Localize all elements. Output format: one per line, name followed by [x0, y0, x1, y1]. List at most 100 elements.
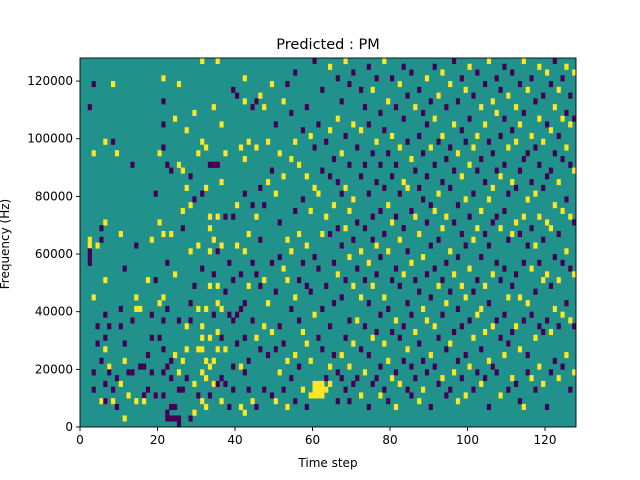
heatmap-cell	[514, 184, 519, 191]
heatmap-cell	[436, 92, 441, 99]
heatmap-cell	[486, 58, 492, 65]
heatmap-cell	[444, 300, 449, 307]
heatmap-cell	[467, 63, 472, 70]
heatmap-cell	[103, 277, 108, 284]
heatmap-cell	[467, 265, 472, 272]
heatmap-cell	[475, 69, 480, 76]
heatmap-cell	[490, 271, 495, 278]
heatmap-cell	[130, 317, 135, 324]
heatmap-cell	[417, 230, 422, 238]
heatmap-cell	[200, 369, 205, 376]
heatmap-cell	[370, 86, 375, 93]
heatmap-cell	[161, 144, 166, 151]
heatmap-cell	[242, 98, 247, 105]
heatmap-cell	[545, 219, 550, 226]
heatmap-cell	[285, 403, 290, 411]
heatmap-cell	[200, 138, 205, 145]
heatmap-cell	[308, 132, 313, 140]
heatmap-cell	[452, 328, 457, 336]
heatmap-cell	[397, 236, 402, 243]
heatmap-cell	[122, 265, 127, 272]
heatmap-cell	[502, 115, 507, 122]
heatmap-cell	[328, 363, 333, 370]
heatmap-cell	[343, 386, 348, 393]
heatmap-cell	[545, 271, 550, 278]
heatmap-cell	[467, 213, 472, 220]
heatmap-cell	[153, 392, 158, 399]
heatmap-cell	[459, 75, 464, 82]
heatmap-cell	[390, 173, 395, 180]
heatmap-cell	[552, 357, 557, 364]
heatmap-cell	[498, 225, 503, 232]
heatmap-cell	[180, 386, 185, 393]
heatmap-cell	[134, 305, 139, 312]
heatmap-cell	[211, 311, 216, 318]
heatmap-cell	[424, 271, 430, 278]
heatmap-cell	[366, 352, 371, 359]
heatmap-cell	[161, 98, 166, 105]
heatmap-cell	[227, 259, 232, 266]
heatmap-cell	[238, 403, 244, 411]
y-tick-label: 40000	[35, 305, 73, 319]
heatmap-cell	[355, 265, 360, 272]
heatmap-cell	[548, 282, 554, 289]
heatmap-cell	[424, 173, 430, 180]
heatmap-cell	[397, 144, 402, 151]
heatmap-cell	[134, 242, 139, 249]
heatmap-cell	[529, 375, 534, 382]
heatmap-cell	[161, 230, 166, 238]
heatmap-cell	[339, 150, 344, 157]
heatmap-cell	[529, 179, 534, 186]
heatmap-cell	[207, 213, 213, 220]
heatmap-cell	[297, 363, 302, 370]
heatmap-cell	[359, 248, 364, 255]
heatmap-cell	[378, 254, 383, 261]
heatmap-cell	[161, 346, 166, 353]
heatmap-cell	[548, 127, 554, 134]
heatmap-cell	[390, 375, 395, 382]
heatmap-cell	[537, 323, 542, 330]
heatmap-cell	[486, 357, 492, 364]
heatmap-cell	[467, 363, 472, 370]
heatmap-cell	[521, 109, 526, 116]
heatmap-cell	[223, 150, 228, 157]
heatmap-cell	[103, 398, 108, 405]
heatmap-cell	[436, 190, 441, 197]
heatmap-cell	[502, 311, 507, 318]
heatmap-cell	[176, 81, 182, 88]
heatmap-cell	[273, 346, 278, 353]
heatmap-cell	[343, 132, 348, 140]
heatmap-cell	[409, 156, 414, 163]
heatmap-cell	[142, 392, 147, 399]
heatmap-cell	[196, 346, 201, 353]
heatmap-cell	[335, 271, 340, 278]
heatmap-cell	[347, 254, 352, 261]
heatmap-cell	[328, 230, 333, 238]
heatmap-cell	[397, 81, 402, 88]
heatmap-cell	[382, 230, 387, 238]
heatmap-cell	[258, 184, 263, 191]
heatmap-cell	[393, 265, 399, 272]
heatmap-cell	[169, 415, 174, 422]
heatmap-cell	[153, 277, 158, 284]
heatmap-cell	[552, 150, 557, 157]
heatmap-cell	[273, 398, 278, 405]
heatmap-cell	[548, 225, 554, 232]
heatmap-cell	[517, 230, 523, 238]
heatmap-cell	[161, 317, 166, 324]
heatmap-cell	[459, 282, 464, 289]
heatmap-cell	[335, 369, 340, 376]
heatmap-cell	[351, 236, 356, 243]
heatmap-cell	[552, 305, 557, 312]
heatmap-cell	[343, 334, 348, 341]
heatmap-cell	[192, 109, 197, 116]
heatmap-cell	[180, 167, 185, 174]
heatmap-cell	[107, 369, 112, 376]
heatmap-cell	[382, 294, 387, 301]
heatmap-cell	[390, 219, 395, 226]
heatmap-cell	[300, 328, 306, 336]
heatmap-cell	[87, 104, 92, 111]
heatmap-cell	[471, 386, 476, 393]
heatmap-cell	[405, 184, 410, 191]
